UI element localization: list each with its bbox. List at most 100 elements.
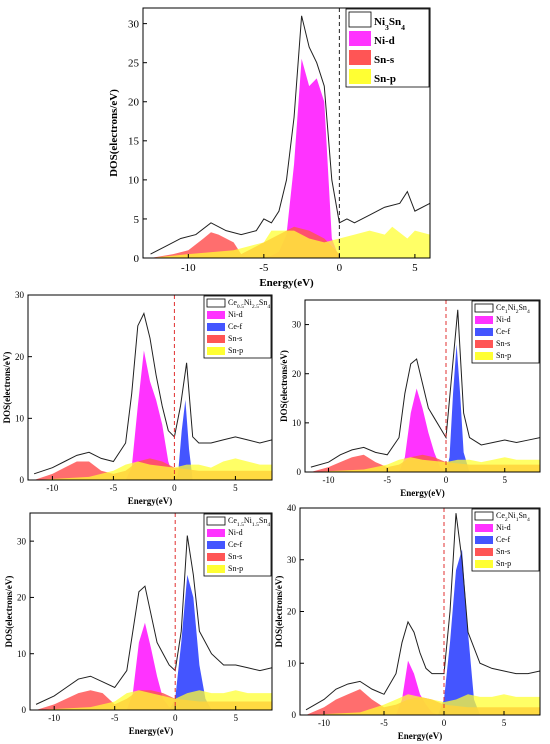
legend-label: Sn-p (374, 73, 396, 85)
legend-text: Ce-f (228, 322, 243, 331)
x-tick-label: -5 (259, 262, 269, 274)
legend-subscript: 4 (267, 304, 270, 310)
legend-label: Sn-p (496, 351, 511, 360)
legend-swatch-total (206, 298, 226, 308)
series-ni-d-area (126, 622, 176, 710)
legend-subscript: 2 (516, 309, 519, 315)
legend-swatch-sn-p (207, 565, 225, 573)
legend-swatch-ni-d (475, 524, 493, 532)
y-tick-label: 30 (292, 320, 302, 330)
legend-subscript: 3 (385, 23, 389, 32)
series-sn-p-area (36, 690, 272, 710)
legend-label: Ce1.5Ni1.5Sn4 (228, 516, 270, 528)
legend-text: Sn-s (374, 54, 395, 66)
y-tick-label: 20 (17, 593, 27, 603)
legend-text: Sn-p (496, 351, 511, 360)
legend-text: Ni (508, 511, 517, 520)
series-sn-p-area (306, 694, 540, 715)
legend-text: Ce (496, 303, 505, 312)
x-axis-label: Energy(eV) (398, 731, 443, 741)
y-tick-label: 0 (22, 705, 27, 715)
legend-label: Sn-p (228, 564, 243, 573)
legend-label: Sn-p (496, 559, 511, 568)
legend-swatch-sn-p (207, 347, 225, 355)
legend-label: Ce-f (496, 535, 511, 544)
legend-label: Ce2Ni1Sn4 (496, 511, 530, 523)
legend-swatch-sn-s (475, 548, 493, 556)
y-axis-label: DOS(electrons/eV) (274, 576, 284, 648)
x-tick-label: 5 (412, 262, 418, 274)
legend-label: Ce-f (228, 322, 243, 331)
y-tick-label: 10 (287, 658, 297, 668)
y-tick-label: 5 (134, 214, 140, 226)
legend-label: Ce0.5Ni2.5Sn4 (228, 298, 270, 310)
series-sn-p-area (150, 226, 430, 258)
legend-text: Sn-p (228, 346, 243, 355)
x-tick-label: 5 (233, 713, 238, 723)
legend-label: Ni-d (228, 528, 243, 537)
series-ce-f-area (169, 574, 212, 710)
series-ce-f-area (438, 549, 480, 715)
plot-frame (29, 512, 273, 711)
y-tick-label: 10 (15, 413, 25, 423)
plot-area (310, 309, 540, 472)
legend-label: Ce-f (228, 540, 243, 549)
legend-swatch-sn-s (207, 335, 225, 343)
x-tick-label: -10 (318, 718, 330, 728)
series-ni-d-area (263, 58, 340, 258)
legend-swatch-total (474, 511, 494, 521)
y-axis-label: DOS(electrons/eV) (2, 352, 12, 424)
y-tick-label: 10 (128, 175, 140, 187)
legend-label: Sn-s (228, 334, 242, 343)
series-sn-p-area (310, 457, 540, 472)
legend-label: Sn-s (374, 54, 395, 66)
legend-label: Ni-d (496, 523, 511, 532)
x-tick-label: -10 (323, 475, 335, 485)
legend-subscript: 1 (505, 309, 508, 315)
series-sn-p-area (34, 458, 272, 480)
legend-label: Ce-f (496, 327, 511, 336)
x-axis-label: Energy(eV) (128, 496, 173, 506)
x-tick-label: 5 (502, 718, 507, 728)
legend-text: Ni-d (496, 315, 511, 324)
legend-text: Ni-d (374, 35, 395, 47)
x-tick-label: -5 (111, 713, 119, 723)
legend-swatch-total (474, 303, 494, 313)
legend-swatch-total (348, 11, 372, 28)
legend-subscript: 4 (267, 522, 270, 528)
plot-area (150, 15, 430, 258)
legend-text: Sn-s (496, 547, 510, 556)
legend-text: Sn-p (374, 73, 396, 85)
legend-swatch-ce-f (207, 323, 225, 331)
y-axis-label: DOS(electrons/eV) (4, 576, 14, 648)
legend-swatch-total (206, 516, 226, 526)
legend-text: Ce-f (496, 535, 511, 544)
x-tick-label: -10 (181, 262, 196, 274)
legend-text: Ni-d (228, 310, 243, 319)
y-tick-label: 30 (15, 290, 25, 300)
x-axis-label: Energy(eV) (129, 726, 174, 736)
legend-text: Sn (259, 516, 267, 525)
legend-text: Ce (228, 516, 237, 525)
legend-text: Sn (518, 511, 526, 520)
legend-subscript: 4 (527, 309, 530, 315)
y-tick-label: 15 (128, 136, 140, 148)
legend-text: Sn-s (496, 339, 510, 348)
series-total-line (305, 513, 540, 711)
dos-panel-5: -10 -5 0 5 0 10 20 30 40 Energy(eV) DOS(electrons/… (274, 503, 541, 741)
x-tick-label: -5 (384, 475, 392, 485)
x-tick-label: 5 (503, 475, 508, 485)
legend-label: Ce1Ni2Sn4 (496, 303, 530, 315)
dos-panel-4: -10 -5 0 5 0 10 20 30 Energy(eV) DOS(electrons/eV… (4, 512, 273, 736)
x-tick-label: 0 (173, 713, 178, 723)
x-tick-label: -5 (380, 718, 388, 728)
x-tick-label: 0 (442, 718, 447, 728)
legend-text: Sn-p (228, 564, 243, 573)
legend-text: Ce-f (228, 540, 243, 549)
legend-swatch-ni-d (207, 311, 225, 319)
plot-area (35, 535, 272, 710)
legend-text: Ni (244, 516, 253, 525)
